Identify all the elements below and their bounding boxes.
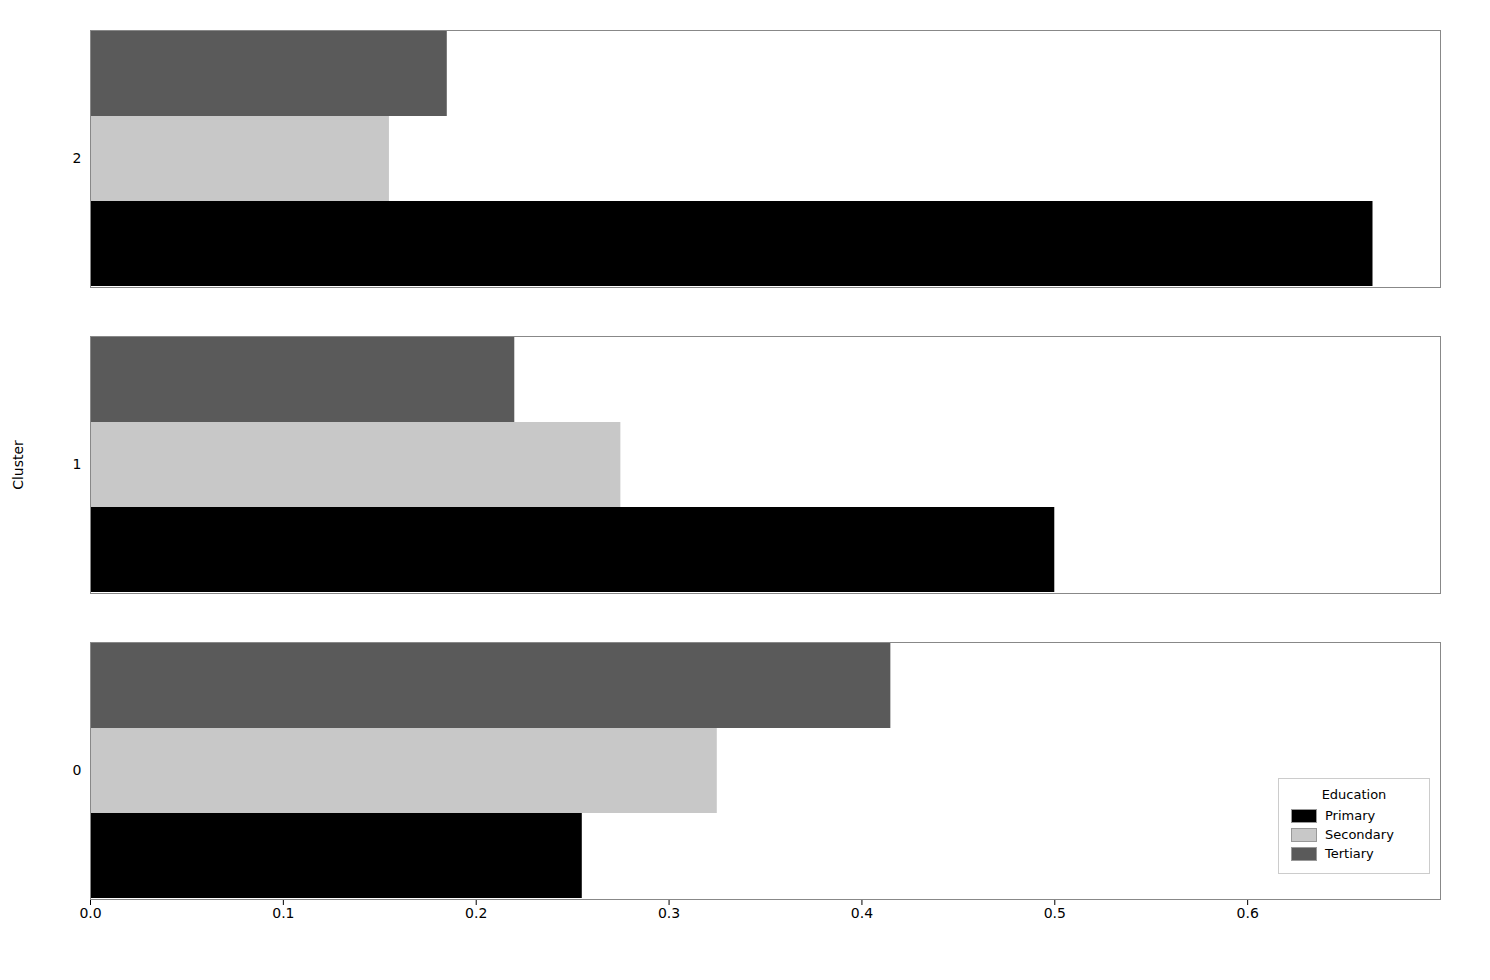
svg-text:0.4: 0.4	[851, 905, 873, 921]
svg-text:1: 1	[73, 456, 82, 472]
svg-text:0.6: 0.6	[1237, 905, 1259, 921]
html-text:Secondary: Secondary	[1325, 827, 1394, 842]
svg-text:0.5: 0.5	[1044, 905, 1066, 921]
svg-text:0: 0	[73, 762, 82, 778]
html-text:Education: Education	[1321, 787, 1387, 802]
svg-text:2: 2	[73, 150, 82, 166]
svg-text:0.2: 0.2	[465, 905, 487, 921]
svg-text:0.0: 0.0	[79, 905, 101, 921]
svg-text:0.3: 0.3	[658, 905, 680, 921]
svg-text:Cluster: Cluster	[10, 440, 26, 490]
html-text:Primary: Primary	[1325, 808, 1376, 823]
svg-text:0.1: 0.1	[272, 905, 294, 921]
html-text:Tertiary: Tertiary	[1325, 846, 1374, 861]
